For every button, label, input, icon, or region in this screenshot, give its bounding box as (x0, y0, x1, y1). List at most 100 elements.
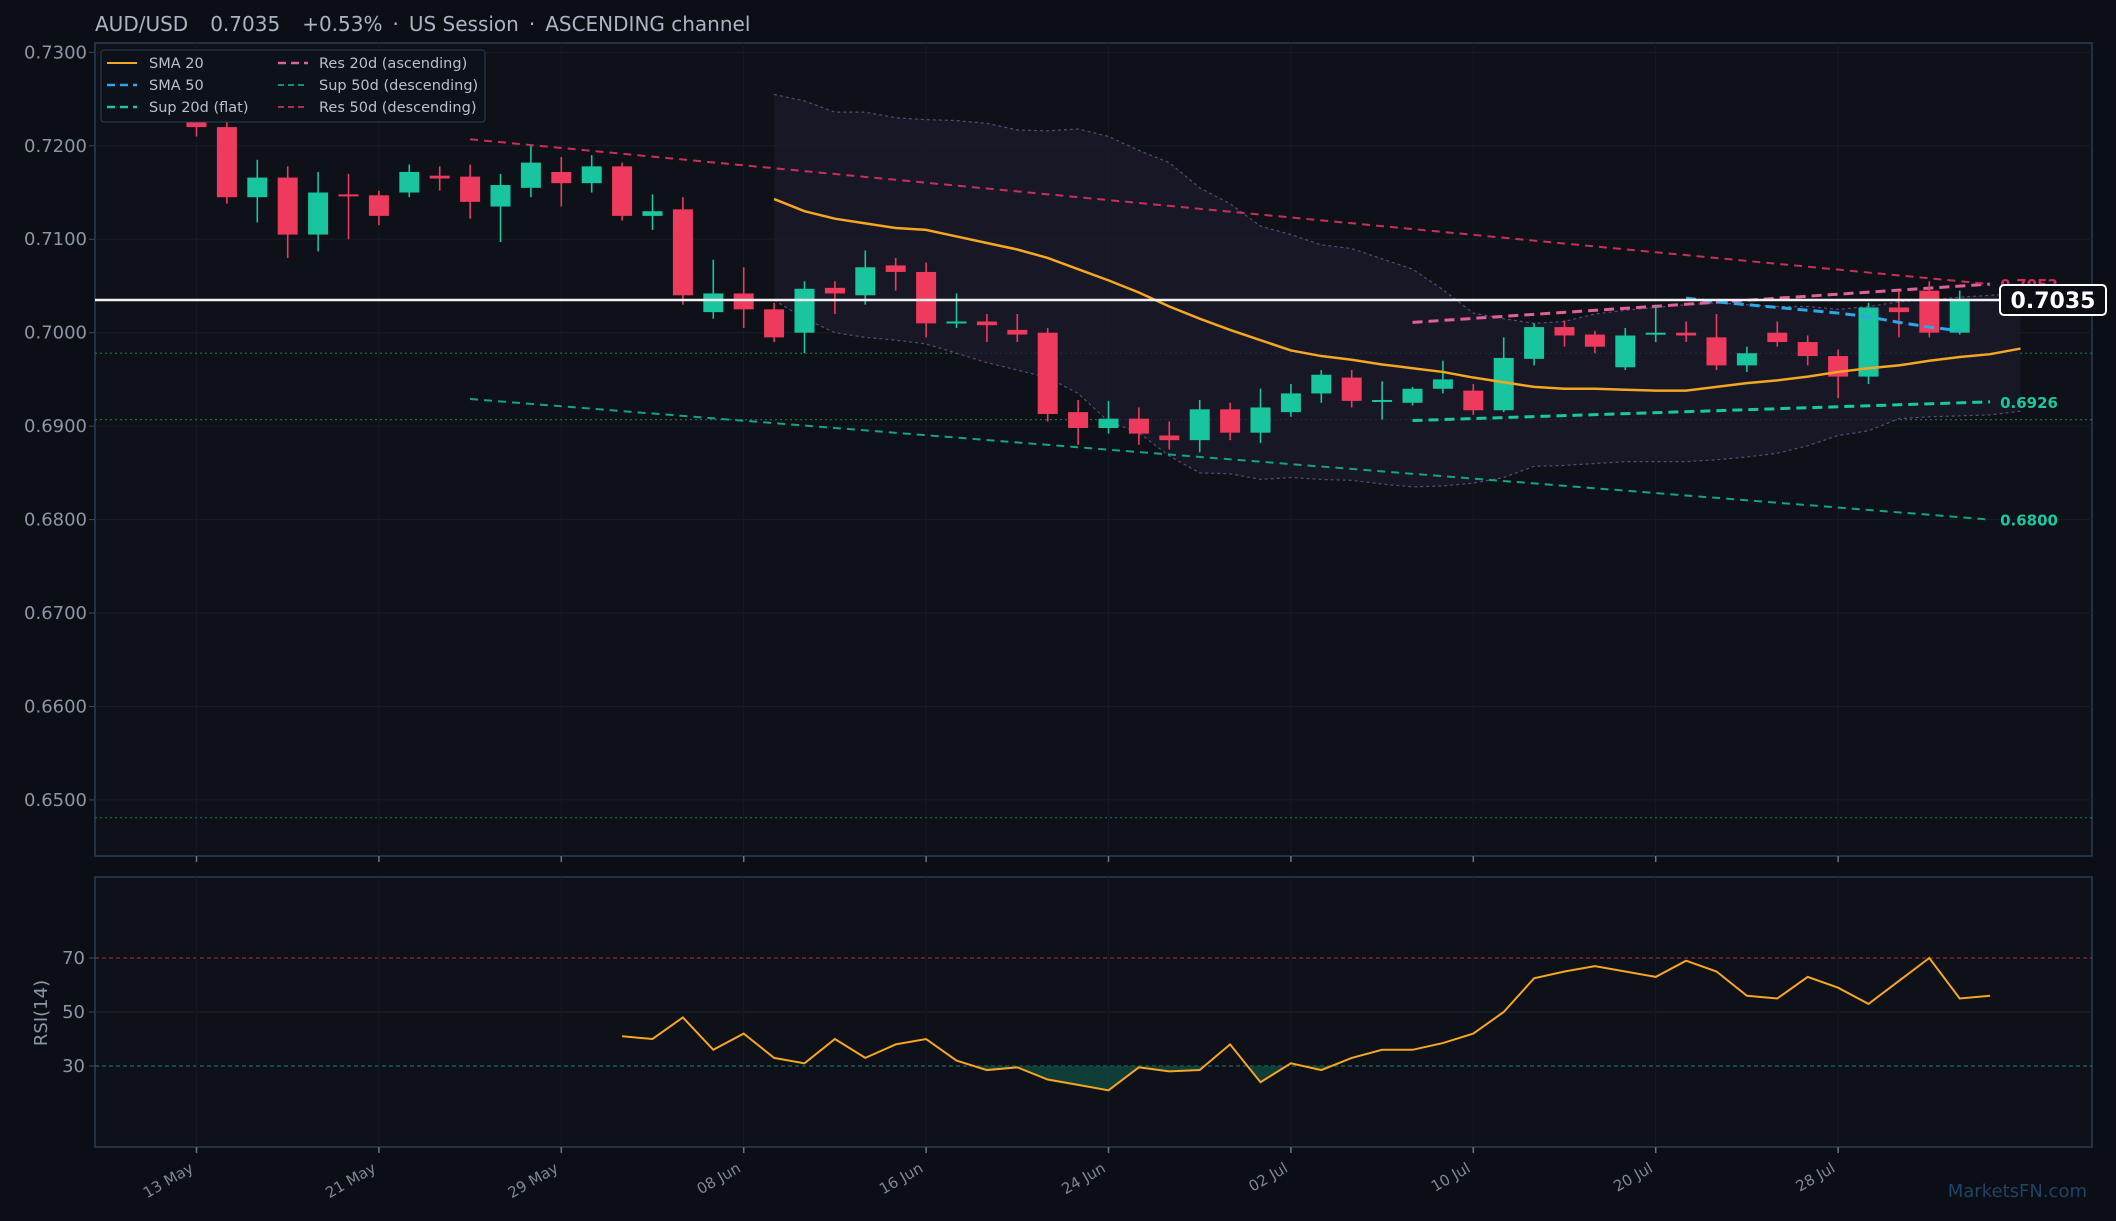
legend-box (100, 49, 486, 123)
y-tick-label: 0.6500 (24, 790, 87, 811)
sma50-line (1685, 296, 1960, 333)
rsi-tick-label: 70 (62, 948, 85, 969)
candle (1280, 384, 1301, 417)
candle (764, 302, 785, 343)
sma20-line (773, 197, 2021, 392)
candle-body (399, 171, 420, 193)
candle (1402, 386, 1423, 406)
candle-body (1554, 327, 1575, 336)
candle (885, 257, 906, 291)
candle (338, 173, 359, 240)
candle-body (1189, 409, 1210, 441)
candle-body (1220, 409, 1241, 433)
candle-body (1372, 399, 1393, 402)
change-label: +0.53% (302, 12, 382, 36)
candle (277, 166, 298, 258)
price-label: 0.7035 (210, 12, 280, 36)
candle-body (1311, 374, 1332, 394)
candle-body (460, 176, 481, 202)
pair-label: AUD/USD (95, 12, 188, 36)
candle-body (216, 127, 237, 198)
candle-body (1584, 334, 1605, 347)
candle-body (551, 171, 572, 184)
bollinger-lower (773, 299, 2021, 488)
legend-label-res50: Res 50d (descending) (319, 100, 476, 116)
candle (551, 157, 572, 207)
candle-body (733, 293, 754, 310)
candle (1584, 330, 1605, 354)
support-50d-line (470, 398, 1991, 521)
candle-body (672, 209, 693, 296)
rsi-tick-label: 50 (62, 1002, 85, 1023)
candle-body (1159, 435, 1180, 441)
y-tick-label: 0.7200 (24, 136, 87, 157)
candle-body (1463, 390, 1484, 411)
candle (308, 171, 329, 252)
candle (1888, 290, 1909, 338)
trend-line-label: 0.6800 (2000, 512, 2058, 530)
candle-body (1098, 418, 1119, 429)
candle (1767, 321, 1788, 347)
candle-body (1068, 412, 1089, 429)
candle-body (1949, 299, 1970, 333)
rsi-axis-label: RSI(14) (31, 980, 52, 1046)
candle-body (490, 185, 511, 207)
candle (216, 119, 237, 204)
legend-label-sma50: SMA 50 (149, 78, 204, 94)
candle-body (946, 321, 967, 324)
candle-body (1280, 393, 1301, 413)
candle-body (1676, 332, 1697, 336)
candle (1615, 328, 1636, 371)
candle-body (1524, 327, 1545, 359)
candle (1706, 314, 1727, 371)
legend: SMA 20 SMA 50 Sup 20d (flat) Res 20d (as… (100, 49, 486, 123)
candle-body (703, 293, 724, 313)
candle-body (368, 195, 389, 216)
price-tag-text: 0.7035 (2011, 289, 2096, 314)
candle-body (885, 265, 906, 272)
trend-lines (470, 138, 1991, 521)
y-tick-label: 0.6800 (24, 510, 87, 531)
candle (1432, 360, 1453, 394)
candle-body (1888, 307, 1909, 313)
support-20d-line (1412, 400, 1991, 423)
candle-body (277, 177, 298, 235)
candle-body (642, 211, 663, 216)
candle (399, 164, 420, 198)
y-tick-label: 0.6700 (24, 603, 87, 624)
candle (1007, 314, 1028, 343)
candle-body (338, 194, 359, 197)
rsi-tick-label: 30 (62, 1056, 85, 1077)
candle (672, 197, 693, 305)
session-label: US Session (409, 12, 519, 36)
candle-body (976, 321, 997, 326)
candle-body (1037, 332, 1058, 414)
candle-body (247, 177, 268, 198)
candle (733, 267, 754, 329)
price-y-axis: 0.6500 0.6600 0.6700 0.6800 0.6900 0.7000 0.71… (24, 42, 95, 811)
candle (1493, 337, 1514, 413)
candle-body (520, 162, 541, 188)
candle (1220, 402, 1241, 441)
y-tick-label: 0.6600 (24, 696, 87, 717)
candle (1676, 321, 1697, 343)
trend-line-label: 0.6926 (2000, 394, 2058, 412)
candle-body (1007, 329, 1028, 335)
candle-body (1645, 332, 1666, 335)
candle-body (1797, 342, 1818, 357)
candle (1341, 370, 1362, 408)
candle (581, 155, 602, 193)
candle (1645, 304, 1666, 343)
candle-body (1432, 379, 1453, 389)
candle-body (855, 267, 876, 296)
moving-averages (773, 197, 2021, 392)
channel-label: ASCENDING channel (545, 12, 750, 36)
candle (976, 314, 997, 343)
legend-label-sma20: SMA 20 (149, 56, 204, 72)
resistance-20d-line (1412, 282, 1991, 324)
rsi-grid (95, 877, 2092, 1147)
y-tick-label: 0.6900 (24, 416, 87, 437)
candle (1554, 320, 1575, 347)
resistance-50d-line (470, 138, 1991, 286)
